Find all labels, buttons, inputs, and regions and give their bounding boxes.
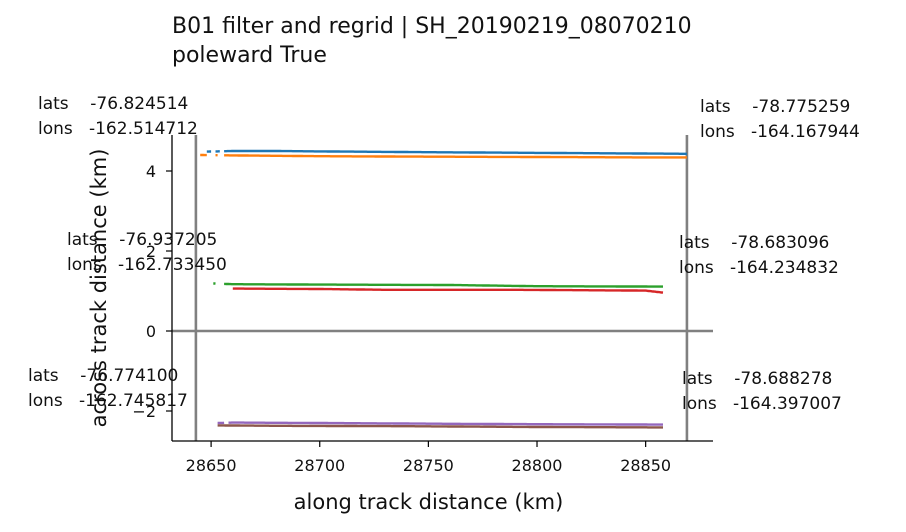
x-tick-label: 28800 <box>512 456 563 475</box>
ann-lats-label: lats <box>38 94 69 114</box>
ann-lons-label: lons <box>679 258 714 278</box>
ann-lats-value: -78.775259 <box>752 97 851 117</box>
ann-lats-label: lats <box>28 366 59 386</box>
x-axis-label: along track distance (km) <box>294 490 564 514</box>
annotation-mid-left: lats -76.937205 lons -162.733450 <box>67 228 227 278</box>
annotation-bottom-right: lats -78.688278 lons -164.397007 <box>682 367 842 417</box>
ann-lats-value: -76.774100 <box>80 366 179 386</box>
annotation-bottom-left: lats -76.774100 lons -162.745817 <box>28 364 188 414</box>
y-axis-label: across track distance (km) <box>87 149 111 428</box>
y-tick-label: 0 <box>146 322 156 341</box>
ann-lons-label: lons <box>700 122 735 142</box>
series-line-2 <box>213 282 663 288</box>
ann-lats-value: -78.683096 <box>731 233 830 253</box>
ann-lons-label: lons <box>28 391 63 411</box>
ann-lons-value: -164.234832 <box>729 258 839 278</box>
ann-lons-value: -164.397007 <box>732 394 842 414</box>
y-tick-label: 2 <box>146 242 156 261</box>
annotation-mid-right: lats -78.683096 lons -164.234832 <box>679 231 839 281</box>
ann-lons-value: -162.733450 <box>117 255 227 275</box>
chart-title: B01 filter and regrid | SH_20190219_0807… <box>172 14 692 39</box>
ann-lats-label: lats <box>67 230 98 250</box>
x-tick-label: 28700 <box>294 456 345 475</box>
ann-lons-value: -164.167944 <box>750 122 860 142</box>
ann-lons-value: -162.514712 <box>88 119 198 139</box>
series-line-5 <box>217 424 663 429</box>
ann-lats-label: lats <box>679 233 710 253</box>
series-line-1 <box>200 153 687 159</box>
ann-lats-value: -76.937205 <box>119 230 218 250</box>
series-line-3 <box>232 287 664 294</box>
y-tick-label: −2 <box>132 402 156 421</box>
ann-lats-label: lats <box>682 369 713 389</box>
ann-lats-value: -76.824514 <box>90 94 189 114</box>
ann-lons-value: -162.745817 <box>78 391 188 411</box>
ann-lons-label: lons <box>38 119 73 139</box>
ann-lats-value: -78.688278 <box>734 369 833 389</box>
ann-lons-label: lons <box>67 255 102 275</box>
series-line-0 <box>206 149 687 155</box>
ann-lons-label: lons <box>682 394 717 414</box>
x-tick-label: 28850 <box>620 456 671 475</box>
ann-lats-label: lats <box>700 97 731 117</box>
x-tick-label: 28650 <box>186 456 237 475</box>
x-tick-label: 28750 <box>403 456 454 475</box>
series-line-4 <box>217 421 663 426</box>
annotation-top-left: lats -76.824514 lons -162.514712 <box>38 92 198 142</box>
annotation-top-right: lats -78.775259 lons -164.167944 <box>700 95 860 145</box>
chart-subtitle: poleward True <box>172 43 327 68</box>
y-tick-label: 4 <box>146 162 156 181</box>
